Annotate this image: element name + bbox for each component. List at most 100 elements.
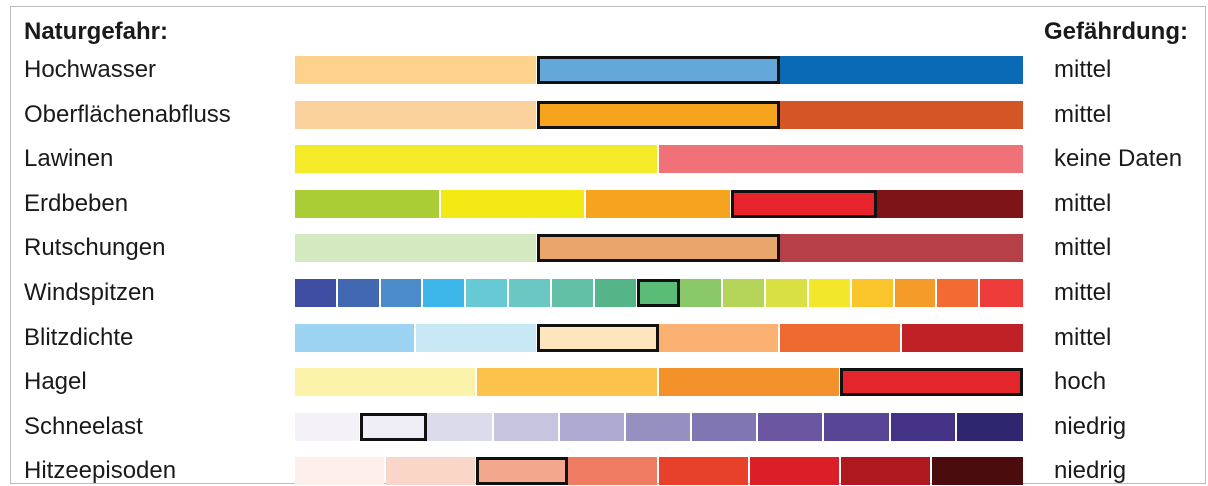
scale-segment [956, 412, 1023, 441]
scale-segment [766, 279, 807, 307]
scale-segment [758, 412, 823, 441]
scale-segment [559, 412, 624, 441]
hazard-level: mittel [1054, 100, 1112, 128]
scale-segment [937, 279, 979, 307]
scale-segment [477, 457, 566, 486]
scale-segment [361, 412, 426, 441]
scale-segment [295, 323, 415, 352]
hazard-scale-bar [295, 56, 1023, 84]
hazard-scale-bar [295, 368, 1023, 397]
selected-level-marker [536, 100, 781, 129]
scale-segment [423, 279, 465, 307]
selected-level-marker [840, 368, 1023, 397]
scale-segment [659, 368, 839, 397]
scale-segment [894, 279, 936, 307]
scale-segment [493, 412, 558, 441]
hazard-name: Hochwasser [24, 56, 157, 83]
scale-segment [780, 234, 1023, 263]
scale-segment [416, 323, 536, 352]
scale-segment [980, 279, 1023, 307]
hazard-name: Oberflächenabfluss [24, 100, 231, 128]
scale-segment [295, 234, 536, 263]
hazard-scale-bar [295, 189, 1023, 218]
scale-segment [295, 145, 657, 174]
hazard-level: mittel [1054, 189, 1112, 217]
scale-segment [295, 412, 360, 441]
scale-segment [841, 368, 1023, 397]
hazard-name: Windspitzen [24, 279, 155, 306]
hazard-scale-bar [295, 145, 1023, 174]
hazard-level: keine Daten [1054, 145, 1183, 173]
scale-segment [537, 100, 779, 129]
scale-segment [586, 189, 730, 218]
scale-segment [637, 279, 679, 307]
scale-segment [625, 412, 691, 441]
hazard-level: niedrig [1054, 412, 1127, 440]
scale-segment [477, 368, 657, 397]
hazard-scale-bar [295, 323, 1023, 352]
scale-segment [568, 457, 657, 486]
hazard-scale-bar [295, 279, 1023, 307]
scale-segment [841, 457, 930, 486]
scale-segment [780, 323, 900, 352]
hazard-name: Schneelast [24, 412, 143, 440]
hazard-scale-bar [295, 412, 1023, 441]
scale-segment [380, 279, 422, 307]
hazard-level: mittel [1054, 323, 1112, 351]
scale-segment [594, 279, 636, 307]
rating-column-header: Gefährdung: [1044, 18, 1188, 45]
selected-level-marker [360, 412, 428, 441]
scale-segment [659, 323, 779, 352]
scale-segment [890, 412, 955, 441]
hazard-scale-bar [295, 234, 1023, 263]
scale-segment [901, 323, 1023, 352]
scale-segment [780, 56, 1023, 84]
scale-segment [295, 189, 439, 218]
selected-level-marker [636, 279, 681, 307]
scale-segment [659, 145, 1023, 174]
scale-segment [723, 279, 765, 307]
scale-segment [427, 412, 492, 441]
selected-level-marker [536, 234, 781, 263]
scale-segment [386, 457, 475, 486]
scale-segment [808, 279, 850, 307]
scale-segment [851, 279, 893, 307]
scale-segment [680, 279, 722, 307]
scale-segment [537, 234, 779, 263]
hazard-level: mittel [1054, 56, 1112, 83]
scale-segment [509, 279, 550, 307]
hazard-level: niedrig [1054, 457, 1127, 485]
hazard-name: Erdbeben [24, 189, 129, 217]
scale-segment [780, 100, 1023, 129]
scale-segment [295, 100, 536, 129]
scale-segment [932, 457, 1023, 486]
scale-segment [750, 457, 839, 486]
scale-segment [466, 279, 508, 307]
scale-segment [537, 56, 779, 84]
hazard-level: mittel [1054, 279, 1112, 306]
scale-segment [824, 412, 889, 441]
scale-segment [537, 323, 657, 352]
hazard-column-header: Naturgefahr: [24, 18, 169, 45]
selected-level-marker [536, 56, 781, 84]
hazard-name: Hagel [24, 368, 87, 396]
hazard-name: Blitzdichte [24, 323, 134, 351]
scale-segment [295, 368, 475, 397]
scale-segment [551, 279, 593, 307]
scale-segment [295, 279, 336, 307]
selected-level-marker [536, 323, 659, 352]
scale-segment [295, 56, 536, 84]
hazard-scale-bar [295, 457, 1023, 486]
scale-segment [877, 189, 1023, 218]
hazard-level: hoch [1054, 368, 1107, 396]
hazard-level: mittel [1054, 234, 1112, 262]
hazard-name: Hitzeepisoden [24, 457, 177, 485]
scale-segment [659, 457, 748, 486]
scale-segment [692, 412, 757, 441]
hazard-scale-bar [295, 100, 1023, 129]
scale-segment [337, 279, 379, 307]
selected-level-marker [730, 189, 878, 218]
scale-segment [731, 189, 876, 218]
selected-level-marker [476, 457, 568, 486]
scale-segment [295, 457, 384, 486]
